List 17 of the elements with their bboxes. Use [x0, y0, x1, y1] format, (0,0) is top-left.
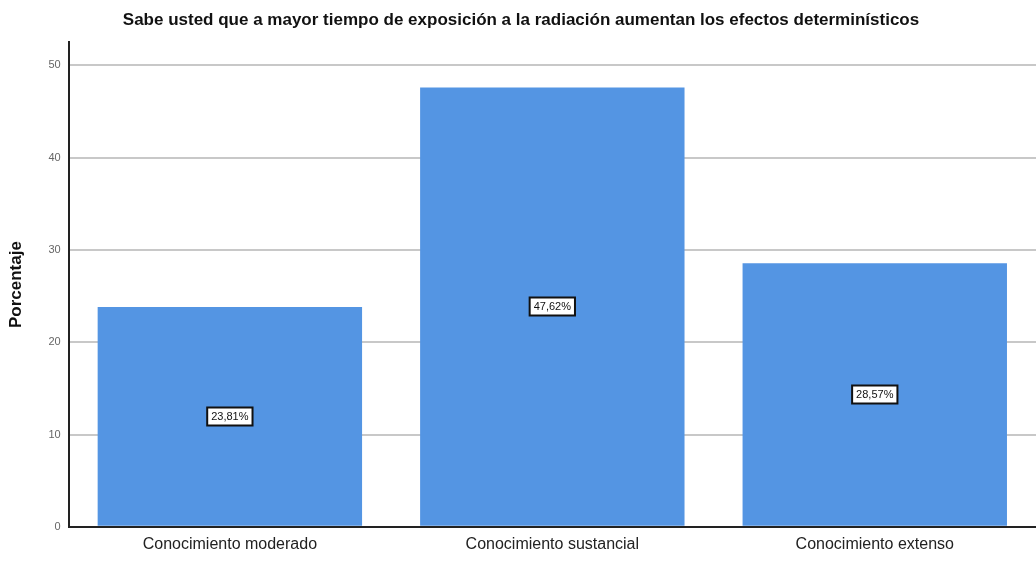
y-tick-label: 40 — [48, 150, 61, 163]
bar — [97, 307, 363, 526]
data-label: 23,81% — [211, 409, 249, 422]
bar — [742, 263, 1007, 526]
x-tick-label: Conocimiento extenso — [795, 534, 955, 552]
data-label: 47,62% — [533, 300, 572, 313]
y-tick-label: 20 — [48, 335, 61, 348]
data-label: 28,57% — [856, 388, 894, 401]
x-tick-label: Conocimiento moderado — [142, 534, 318, 552]
y-tick-label: 0 — [54, 519, 61, 532]
bar — [420, 87, 685, 526]
y-axis-title: Porcentaje — [5, 241, 25, 329]
y-tick-label: 10 — [48, 427, 61, 440]
y-tick-label: 50 — [48, 58, 61, 71]
x-tick-label: Conocimiento sustancial — [465, 534, 640, 552]
chart-title: Sabe usted que a mayor tiempo de exposición a la radiación aumentan los efectos determinísticos — [122, 9, 920, 29]
y-tick-label: 30 — [48, 243, 61, 256]
